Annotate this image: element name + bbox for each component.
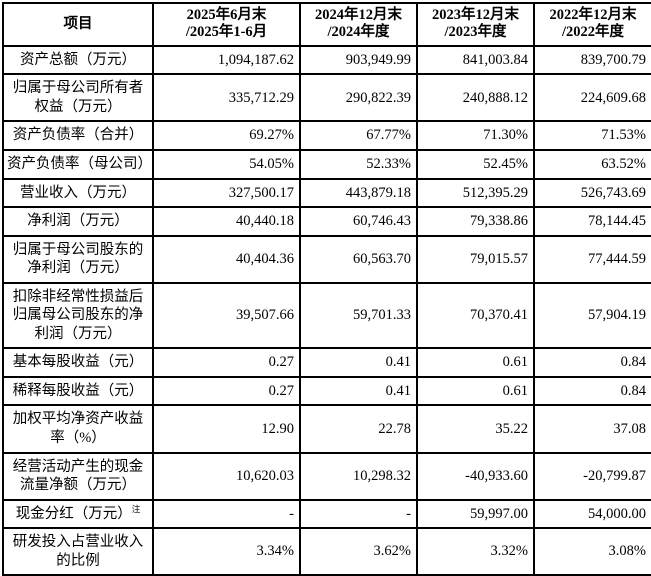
table-header-row: 项目 2025年6月末 /2025年1-6月 2024年12月末 /2024年度… xyxy=(2,2,651,47)
table-row: 归属于母公司股东的净利润（万元） 40,404.36 60,563.70 79,… xyxy=(2,234,651,284)
cell-value: 54,000.00 xyxy=(533,498,651,530)
cell-value: 40,404.36 xyxy=(152,234,301,284)
row-label: 基本每股收益（元） xyxy=(2,347,154,378)
cell-value: 3.62% xyxy=(299,527,418,576)
cell-value: 79,015.57 xyxy=(416,234,535,284)
cell-value: 40,440.18 xyxy=(152,206,301,237)
cell-value: 69.27% xyxy=(152,120,301,151)
row-label: 资产负债率（母公司） xyxy=(2,148,154,180)
row-label: 加权平均净资产收益率（%） xyxy=(2,404,154,454)
cell-value: 3.08% xyxy=(533,527,651,576)
cell-value: 59,701.33 xyxy=(299,281,418,350)
cell-value: 0.84 xyxy=(533,375,651,407)
row-label: 资产总额（万元） xyxy=(2,44,154,76)
cell-value: 3.34% xyxy=(152,527,301,576)
note-superscript: 注 xyxy=(131,503,141,514)
cell-value: 526,743.69 xyxy=(533,177,651,209)
cell-value: 10,298.32 xyxy=(299,451,418,501)
cell-value: 37.08 xyxy=(533,404,651,454)
column-header-period-2022: 2022年12月末 /2022年度 xyxy=(533,2,651,47)
table-row: 稀释每股收益（元） 0.27 0.41 0.61 0.84 xyxy=(2,375,651,407)
column-header-period-2024: 2024年12月末 /2024年度 xyxy=(299,2,418,47)
cell-value: 39,507.66 xyxy=(152,281,301,350)
cell-value: 3.32% xyxy=(416,527,535,576)
row-label-text: 现金分红（万元） xyxy=(15,505,132,522)
cell-value: 71.53% xyxy=(533,120,651,151)
cell-value: 443,879.18 xyxy=(299,177,418,209)
cell-value: 0.84 xyxy=(533,347,651,378)
cell-value: 290,822.39 xyxy=(299,73,418,123)
cell-value: 78,144.45 xyxy=(533,206,651,237)
cell-value: 903,949.99 xyxy=(299,44,418,76)
row-label: 归属于母公司股东的净利润（万元） xyxy=(2,234,154,284)
table-row: 扣除非经常性损益后归属母公司股东的净利润（万元） 39,507.66 59,70… xyxy=(2,281,651,350)
cell-value: 512,395.29 xyxy=(416,177,535,209)
cell-value: 839,700.79 xyxy=(533,44,651,76)
row-label: 稀释每股收益（元） xyxy=(2,375,154,407)
cell-value: 79,338.86 xyxy=(416,206,535,237)
cell-value: - xyxy=(152,498,301,530)
row-label: 资产负债率（合并） xyxy=(2,120,154,151)
cell-value: 60,746.43 xyxy=(299,206,418,237)
cell-value: - xyxy=(299,498,418,530)
row-label: 现金分红（万元）注 xyxy=(2,498,154,530)
cell-value: 841,003.84 xyxy=(416,44,535,76)
cell-value: 57,904.19 xyxy=(533,281,651,350)
cell-value: 0.27 xyxy=(152,375,301,407)
cell-value: 52.33% xyxy=(299,148,418,180)
cell-value: -40,933.60 xyxy=(416,451,535,501)
row-label: 营业收入（万元） xyxy=(2,177,154,209)
cell-value: 240,888.12 xyxy=(416,73,535,123)
table-row: 基本每股收益（元） 0.27 0.41 0.61 0.84 xyxy=(2,347,651,378)
row-label: 经营活动产生的现金流量净额（万元） xyxy=(2,451,154,501)
table-row: 资产负债率（合并） 69.27% 67.77% 71.30% 71.53% xyxy=(2,120,651,151)
cell-value: 0.61 xyxy=(416,375,535,407)
table-row: 资产总额（万元） 1,094,187.62 903,949.99 841,003… xyxy=(2,44,651,76)
cell-value: 335,712.29 xyxy=(152,73,301,123)
cell-value: 67.77% xyxy=(299,120,418,151)
table-row: 归属于母公司所有者权益（万元） 335,712.29 290,822.39 24… xyxy=(2,73,651,123)
cell-value: 327,500.17 xyxy=(152,177,301,209)
cell-value: 54.05% xyxy=(152,148,301,180)
column-header-period-2025: 2025年6月末 /2025年1-6月 xyxy=(152,2,301,47)
cell-value: 224,609.68 xyxy=(533,73,651,123)
row-label: 扣除非经常性损益后归属母公司股东的净利润（万元） xyxy=(2,281,154,350)
cell-value: 63.52% xyxy=(533,148,651,180)
cell-value: 52.45% xyxy=(416,148,535,180)
cell-value: 1,094,187.62 xyxy=(152,44,301,76)
column-header-item: 项目 xyxy=(2,2,154,47)
cell-value: 59,997.00 xyxy=(416,498,535,530)
cell-value: 22.78 xyxy=(299,404,418,454)
cell-value: 0.61 xyxy=(416,347,535,378)
cell-value: 35.22 xyxy=(416,404,535,454)
table-row: 净利润（万元） 40,440.18 60,746.43 79,338.86 78… xyxy=(2,206,651,237)
table-row: 加权平均净资产收益率（%） 12.90 22.78 35.22 37.08 xyxy=(2,404,651,454)
cell-value: 71.30% xyxy=(416,120,535,151)
cell-value: 0.27 xyxy=(152,347,301,378)
cell-value: 77,444.59 xyxy=(533,234,651,284)
cell-value: 10,620.03 xyxy=(152,451,301,501)
cell-value: 60,563.70 xyxy=(299,234,418,284)
row-label: 归属于母公司所有者权益（万元） xyxy=(2,73,154,123)
cell-value: 12.90 xyxy=(152,404,301,454)
table-row: 研发投入占营业收入的比例 3.34% 3.62% 3.32% 3.08% xyxy=(2,527,651,576)
table-row: 经营活动产生的现金流量净额（万元） 10,620.03 10,298.32 -4… xyxy=(2,451,651,501)
cell-value: 0.41 xyxy=(299,347,418,378)
table-row: 现金分红（万元）注 - - 59,997.00 54,000.00 xyxy=(2,498,651,530)
column-header-period-2023: 2023年12月末 /2023年度 xyxy=(416,2,535,47)
row-label: 研发投入占营业收入的比例 xyxy=(2,527,154,576)
table-row: 营业收入（万元） 327,500.17 443,879.18 512,395.2… xyxy=(2,177,651,209)
cell-value: -20,799.87 xyxy=(533,451,651,501)
cell-value: 0.41 xyxy=(299,375,418,407)
table-row: 资产负债率（母公司） 54.05% 52.33% 52.45% 63.52% xyxy=(2,148,651,180)
row-label: 净利润（万元） xyxy=(2,206,154,237)
cell-value: 70,370.41 xyxy=(416,281,535,350)
